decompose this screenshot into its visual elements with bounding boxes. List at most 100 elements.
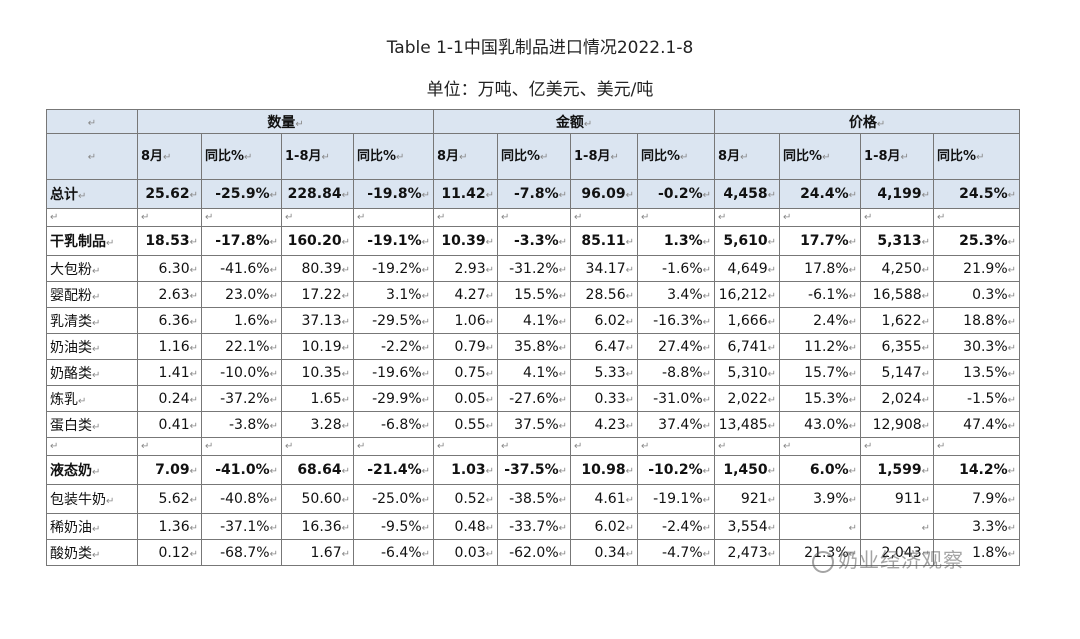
paragraph-mark: ↵ [767,264,777,276]
paragraph-mark: ↵ [421,342,431,354]
blank-cell: ↵ [570,437,639,456]
paragraph-mark: ↵ [341,420,350,432]
paragraph-mark: ↵ [876,118,886,130]
paragraph-mark: ↵ [485,522,495,534]
blank-cell: ↵ [779,208,862,227]
paragraph-mark: ↵ [718,212,727,223]
blank-cell: ↵ [570,208,639,227]
paragraph-mark: ↵ [921,522,931,534]
data-cell-text: 96.09 [581,186,626,202]
data-cell: -19.8%↵ [352,179,435,209]
paragraph-mark: ↵ [485,394,495,406]
data-cell: -37.2%↵ [201,385,282,412]
paragraph-mark: ↵ [1007,420,1017,432]
data-cell-text: 0.55 [454,416,486,433]
data-cell: 3.4%↵ [637,281,716,308]
row-label: 乳清类↵ [46,307,138,334]
data-cell: -31.0%↵ [637,385,716,412]
paragraph-mark: ↵ [702,548,712,560]
data-cell-text: 1.36 [158,518,190,535]
data-cell: -25.9%↵ [201,179,282,209]
data-cell-text: 0.41 [158,416,190,433]
data-cell: 0.41↵ [137,411,202,438]
data-cell-text: 15.7% [804,364,849,381]
data-cell: -19.6%↵ [352,359,435,386]
data-cell: 37.13↵ [281,307,354,334]
data-cell: 3.1%↵ [352,281,435,308]
paragraph-mark: ↵ [357,441,366,452]
paragraph-mark: ↵ [244,151,253,163]
paragraph-mark: ↵ [437,212,446,223]
data-cell-text: 1,622 [881,312,922,329]
column-header-text: 同比% [501,148,541,164]
data-cell: 6.36↵ [137,307,202,334]
data-cell-text: 921 [740,491,768,507]
paragraph-mark: ↵ [485,190,495,201]
data-cell-text: 18.53 [145,233,190,249]
paragraph-mark: ↵ [421,466,431,477]
data-cell-text: 43.0% [804,416,849,433]
data-cell-text: -38.5% [509,491,559,507]
paragraph-mark: ↵ [269,290,278,302]
data-cell-text: 4.27 [454,286,486,303]
paragraph-mark: ↵ [558,522,568,534]
paragraph-mark: ↵ [848,342,858,354]
data-cell: -10.0%↵ [201,359,282,386]
row-label: 稀奶油↵ [46,513,138,540]
data-cell: 96.09↵ [570,179,639,209]
paragraph-mark: ↵ [87,117,97,129]
data-cell-text: 0.33 [594,390,626,407]
data-cell-text: 10.19 [301,338,342,355]
column-header-text: 8月 [437,148,460,164]
data-cell: 4,649↵ [714,255,781,282]
data-cell: 12,908↵ [860,411,935,438]
data-cell: ↵ [779,513,862,540]
paragraph-mark: ↵ [921,237,931,248]
data-cell: 5.33↵ [570,359,639,386]
data-cell: 21.9%↵ [933,255,1021,282]
data-cell: -10.2%↵ [637,455,716,485]
paragraph-mark: ↵ [848,495,858,506]
data-cell-text: 30.3% [963,338,1008,355]
data-cell-text: 17.22 [301,286,342,303]
data-cell-text: -29.9% [372,390,422,407]
paragraph-mark: ↵ [357,212,366,223]
data-cell: 5,610↵ [714,226,781,256]
paragraph-mark: ↵ [92,369,101,381]
column-header: 1-8月↵ [281,133,354,180]
data-cell-text: 3.3% [972,518,1008,535]
data-cell: 4,458↵ [714,179,781,209]
data-cell: 34.17↵ [570,255,639,282]
paragraph-mark: ↵ [558,368,568,380]
paragraph-mark: ↵ [848,237,858,248]
table-row: 酸奶类↵ 0.12↵ -68.7%↵ 1.67↵ -6.4%↵ 0.03↵ -62.0%↵ 0… [46,539,1021,566]
data-cell-text: 6.47 [594,338,626,355]
paragraph-mark: ↵ [106,496,115,507]
data-cell-text: 5,610 [723,233,768,249]
row-label-text: 包装牛奶 [50,492,106,508]
data-cell: 4.61↵ [570,484,639,514]
paragraph-mark: ↵ [92,317,101,329]
paragraph-mark: ↵ [767,466,777,477]
data-cell: 37.4%↵ [637,411,716,438]
data-cell-text: 28.56 [585,286,626,303]
paragraph-mark: ↵ [1007,548,1017,560]
paragraph-mark: ↵ [540,151,549,163]
paragraph-mark: ↵ [189,342,198,354]
data-cell-text: 0.24 [158,390,190,407]
data-cell-text: 3.4% [667,286,703,303]
paragraph-mark: ↵ [625,237,635,248]
table-row: 包装牛奶↵ 5.62↵ -40.8%↵ 50.60↵ -25.0%↵ 0.52↵ -38.5… [46,484,1021,514]
group-header-text: 金额 [555,114,584,131]
paragraph-mark: ↵ [625,342,635,354]
data-cell: -7.8%↵ [497,179,572,209]
data-cell-text: 4,250 [881,260,922,277]
paragraph-mark: ↵ [702,316,712,328]
data-cell: 27.4%↵ [637,333,716,360]
data-cell-text: 0.52 [454,491,486,507]
data-cell: 228.84↵ [281,179,354,209]
paragraph-mark: ↵ [421,368,431,380]
data-cell-text: -40.8% [220,491,270,507]
row-label-text: 乳清类 [50,313,92,330]
paragraph-mark: ↵ [141,212,150,223]
